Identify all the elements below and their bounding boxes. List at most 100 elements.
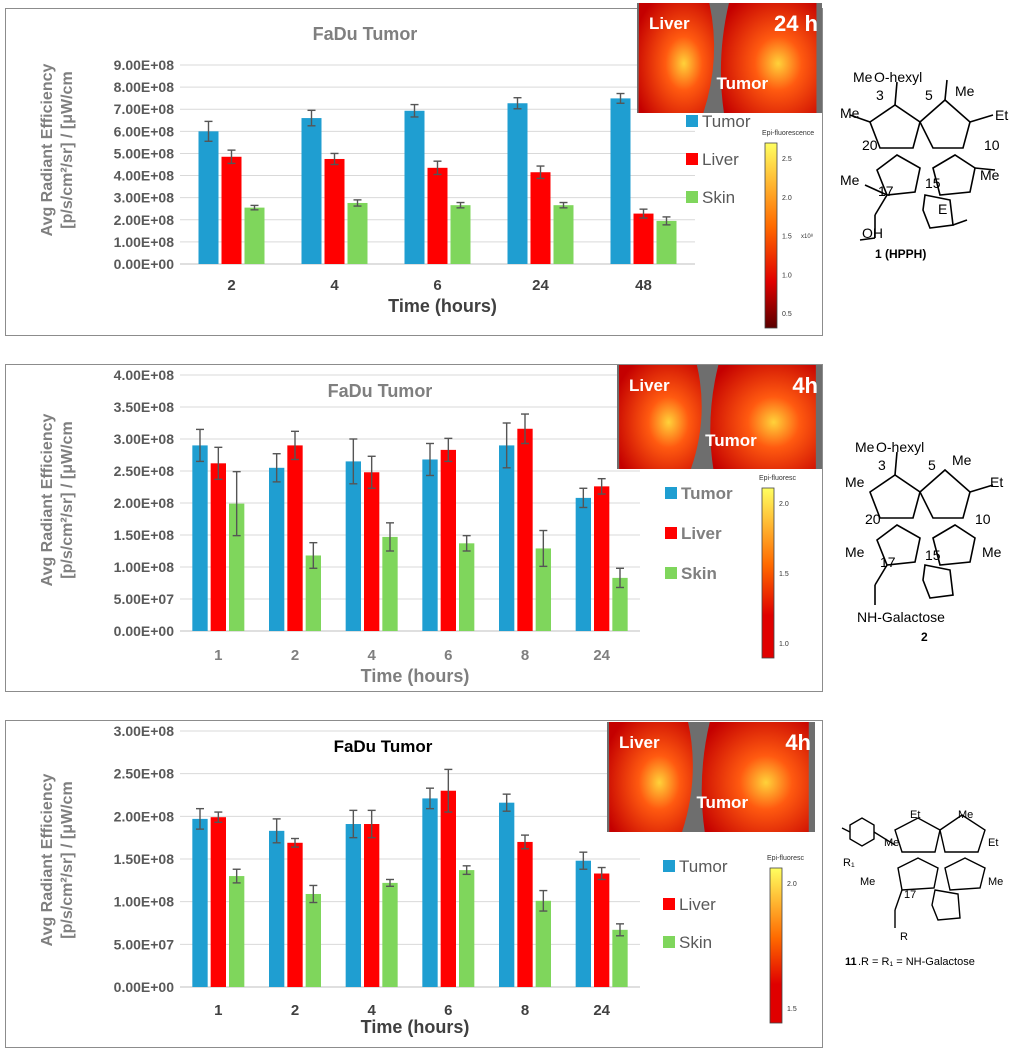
colorbar xyxy=(764,142,778,329)
colorbar-exponent: x10⁸ xyxy=(801,233,814,240)
y-axis-label: Avg Radiant Efficiency xyxy=(39,64,56,237)
hpph-me2-label: Me xyxy=(840,105,860,121)
hpph-num-3: 3 xyxy=(876,87,884,103)
bar-skin-48 xyxy=(656,220,677,264)
bar-liver-2 xyxy=(287,842,303,987)
colorbar-tick: 1.5 xyxy=(782,234,792,241)
bar-tumor-1 xyxy=(192,445,208,631)
bar-tumor-2 xyxy=(269,467,285,631)
legend-label-skin: Skin xyxy=(679,933,712,952)
y-tick-label: 3.00E+08 xyxy=(114,190,175,206)
s2-ohexyl-label: O-hexyl xyxy=(876,439,924,455)
colorbar-tick: 1.5 xyxy=(779,571,789,578)
bar-liver-8 xyxy=(517,841,533,987)
bar-tumor-6 xyxy=(422,798,438,987)
x-tick-label: 2 xyxy=(291,647,299,664)
y-axis-label-line2: [p/s/cm²/sr] / [μW/cm xyxy=(59,71,76,228)
s2-num-17: 17 xyxy=(880,554,896,570)
y-tick-label: 2.50E+08 xyxy=(114,766,175,782)
x-tick-label: 4 xyxy=(330,277,339,294)
bar-liver-6 xyxy=(440,449,456,631)
legend-label-liver: Liver xyxy=(679,895,716,914)
bar-tumor-8 xyxy=(499,445,515,631)
y-axis-label-2: [p/s/cm²/sr] / [μW/cm xyxy=(59,71,76,228)
bar-liver-2 xyxy=(221,156,242,264)
hpph-me-label: Me xyxy=(955,83,975,99)
hpph-num-20: 20 xyxy=(862,137,878,153)
x-tick-label: 24 xyxy=(532,277,549,294)
hpph-me3-label: Me xyxy=(840,172,860,188)
hpph-compound-label: 1 (HPPH) xyxy=(875,247,926,261)
s11-me2-label: Me xyxy=(884,837,899,849)
legend-label-skin: Skin xyxy=(702,188,735,207)
s2-ome-label: Me xyxy=(855,439,875,455)
bar-tumor-24 xyxy=(575,497,591,631)
s2-me3-label: Me xyxy=(845,544,865,560)
legend-label-skin: Skin xyxy=(681,564,717,583)
s2-me-label: Me xyxy=(952,452,972,468)
liver-fluorescence xyxy=(638,3,715,113)
image-tumor-label: Tumor xyxy=(705,431,757,450)
legend-swatch-tumor xyxy=(663,860,675,872)
bar-liver-1 xyxy=(210,817,226,987)
colorbar-tick: 1.5 xyxy=(787,1006,797,1013)
colorbar-title: Epi-fluoresc xyxy=(767,855,804,862)
legend-label-liver: Liver xyxy=(681,524,722,543)
image-liver-label: Liver xyxy=(649,14,690,33)
y-tick-label: 4.00E+08 xyxy=(114,168,175,184)
bar-skin-4 xyxy=(347,202,368,264)
s11-me3-label: Me xyxy=(860,876,875,888)
colorbar-tick: 1.0 xyxy=(782,272,792,279)
s2-me4-label: Me xyxy=(982,544,1002,560)
y-axis-label-2: [p/s/cm²/sr] / [μW/cm xyxy=(59,421,76,578)
s11-compound-num: 11 xyxy=(845,956,857,968)
colorbar xyxy=(761,487,775,659)
y-tick-label: 2.00E+08 xyxy=(114,212,175,228)
colorbar-tick: 2.0 xyxy=(779,501,789,508)
s11-r1-label: R₁ xyxy=(843,857,855,869)
image-time-label: 4h xyxy=(785,730,811,755)
chart-title: FaDu Tumor xyxy=(328,381,433,401)
legend-swatch-skin xyxy=(665,567,677,579)
bar-tumor-4 xyxy=(301,118,322,264)
bar-liver-1 xyxy=(210,463,226,631)
s11-me1-label: Me xyxy=(958,809,973,821)
hpph-me4-label: Me xyxy=(980,167,1000,183)
y-tick-label: 5.00E+08 xyxy=(114,145,175,161)
x-tick-label: 4 xyxy=(367,647,376,664)
x-tick-label: 24 xyxy=(593,1002,610,1019)
y-tick-label: 0.00E+00 xyxy=(114,623,175,639)
chart-title: FaDu Tumor xyxy=(313,24,418,44)
y-tick-label: 0.00E+00 xyxy=(114,256,175,272)
colorbar-tick: 2.0 xyxy=(782,195,792,202)
x-tick-label: 6 xyxy=(444,1002,452,1019)
s2-tail-label: NH-Galactose xyxy=(857,609,945,625)
hpph-num-15: 15 xyxy=(925,175,941,191)
colorbar-title: Epi-fluoresc xyxy=(759,475,796,482)
y-tick-label: 0.00E+00 xyxy=(114,979,175,995)
bar-liver-8 xyxy=(517,428,533,631)
bar-liver-4 xyxy=(364,824,380,987)
hpph-num-10: 10 xyxy=(984,137,1000,153)
s2-num-10: 10 xyxy=(975,511,991,527)
y-tick-label: 8.00E+08 xyxy=(114,79,175,95)
bar-skin-2 xyxy=(305,555,321,631)
bar-tumor-2 xyxy=(269,830,285,987)
y-tick-label: 1.00E+08 xyxy=(114,234,175,250)
bar-skin-6 xyxy=(450,205,471,264)
colorbar-title: Epi-fluorescence xyxy=(762,130,814,137)
image-time-label: 24 h xyxy=(774,11,818,36)
legend-label-tumor: Tumor xyxy=(681,484,733,503)
s2-compound-label: 2 xyxy=(921,630,928,644)
image-time-label: 4h xyxy=(792,373,818,398)
bar-tumor-2 xyxy=(198,131,219,264)
bar-skin-8 xyxy=(535,548,551,631)
s2-num-3: 3 xyxy=(878,457,886,473)
y-axis-label-line1: Avg Radiant Efficiency xyxy=(39,64,56,237)
hpph-num-5: 5 xyxy=(925,87,933,103)
bar-tumor-6 xyxy=(422,459,438,631)
bar-liver-24 xyxy=(594,486,610,631)
y-tick-label: 7.00E+08 xyxy=(114,101,175,117)
